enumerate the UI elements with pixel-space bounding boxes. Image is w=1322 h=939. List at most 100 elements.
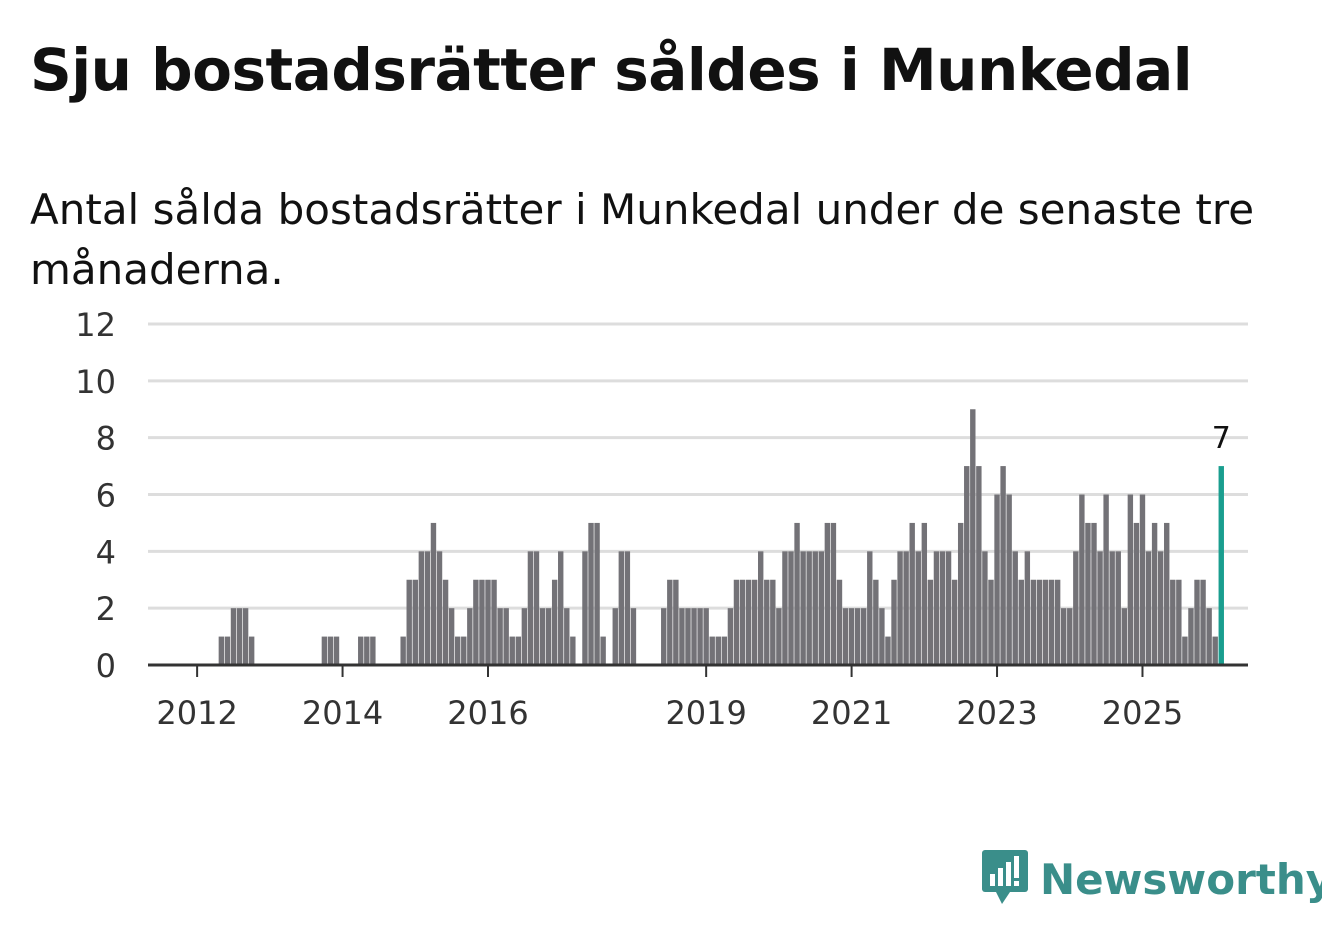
bar	[448, 608, 455, 665]
bar	[915, 551, 921, 665]
bar	[558, 551, 564, 665]
bar	[945, 551, 952, 665]
bar	[830, 522, 837, 665]
bar	[733, 579, 740, 665]
bar	[1067, 608, 1073, 665]
bar	[1000, 466, 1006, 665]
bar	[970, 409, 976, 665]
bar	[806, 551, 812, 665]
bar	[727, 608, 734, 665]
bar	[921, 522, 928, 665]
bar	[988, 579, 994, 665]
bar	[709, 636, 715, 665]
bar	[327, 636, 334, 665]
x-axis: 2012 2014 2016 2019 2021 2023 2025	[148, 663, 1248, 732]
bar	[1121, 608, 1127, 665]
bar	[1133, 522, 1140, 665]
bar	[927, 579, 934, 665]
bar	[697, 608, 703, 665]
bar	[242, 608, 249, 665]
bar	[1170, 579, 1176, 665]
bar	[824, 522, 831, 665]
bar	[521, 608, 528, 665]
bar	[1079, 494, 1085, 665]
bar	[1139, 494, 1146, 665]
bar	[897, 551, 903, 665]
bar	[491, 579, 497, 665]
bar-highlight	[1218, 466, 1224, 665]
bar	[1054, 579, 1061, 665]
bar	[473, 579, 479, 665]
bar	[951, 579, 958, 665]
bar	[1024, 551, 1031, 665]
bar	[788, 551, 794, 665]
bar	[1194, 579, 1200, 665]
newsworthy-brand[interactable]: Newsworthy	[980, 848, 1322, 910]
bar	[939, 551, 946, 665]
chart-title: Sju bostadsrätter såldes i Munkedal	[30, 36, 1193, 104]
bar	[612, 608, 618, 665]
bar	[588, 522, 594, 665]
bar	[1182, 636, 1188, 665]
bar	[764, 579, 770, 665]
bar	[751, 579, 758, 665]
bar	[436, 551, 443, 665]
bar	[630, 608, 637, 665]
bar	[1018, 579, 1024, 665]
bar	[333, 636, 340, 665]
bar	[455, 636, 461, 665]
bar	[745, 579, 752, 665]
bar	[236, 608, 243, 665]
bar	[503, 608, 509, 665]
bar	[1048, 579, 1055, 665]
bar	[1206, 608, 1212, 665]
bar	[679, 608, 685, 665]
bar	[854, 608, 861, 665]
bar	[691, 608, 697, 665]
x-tick-label: 2023	[956, 694, 1037, 732]
bar	[509, 636, 515, 665]
gridlines	[148, 322, 1248, 610]
bar	[1151, 522, 1158, 665]
x-tick-label: 2012	[156, 694, 237, 732]
bar	[794, 522, 800, 665]
bar	[879, 608, 885, 665]
chart-subtitle: Antal sålda bostadsrätter i Munkedal und…	[30, 185, 1255, 294]
bar	[782, 551, 788, 665]
bar	[1115, 551, 1121, 665]
bar	[1212, 636, 1218, 665]
x-tick-label: 2014	[302, 694, 383, 732]
bar	[903, 551, 909, 665]
bar	[418, 551, 425, 665]
bar	[533, 551, 540, 665]
bar	[715, 636, 721, 665]
bar	[1145, 551, 1152, 665]
bar	[800, 551, 806, 665]
bar	[1006, 494, 1012, 665]
bar	[836, 579, 843, 665]
bar	[739, 579, 746, 665]
bar	[1042, 579, 1049, 665]
bar	[867, 551, 873, 665]
bar	[721, 636, 728, 665]
bar	[1157, 551, 1164, 665]
bar	[479, 579, 485, 665]
bar	[1073, 551, 1079, 665]
bar	[1030, 579, 1037, 665]
bar	[624, 551, 631, 665]
bar	[861, 608, 867, 665]
bar	[618, 551, 625, 665]
bar	[1200, 579, 1206, 665]
x-tick-label: 2019	[665, 694, 746, 732]
x-tick-label: 2016	[447, 694, 528, 732]
bar	[873, 579, 879, 665]
bar	[230, 608, 237, 665]
bar	[321, 636, 328, 665]
y-tick-label: 4	[96, 533, 116, 571]
bar	[594, 522, 600, 665]
bar	[982, 551, 988, 665]
bar	[812, 551, 818, 665]
bar	[957, 522, 964, 665]
bar	[467, 608, 473, 665]
bar	[600, 636, 606, 665]
